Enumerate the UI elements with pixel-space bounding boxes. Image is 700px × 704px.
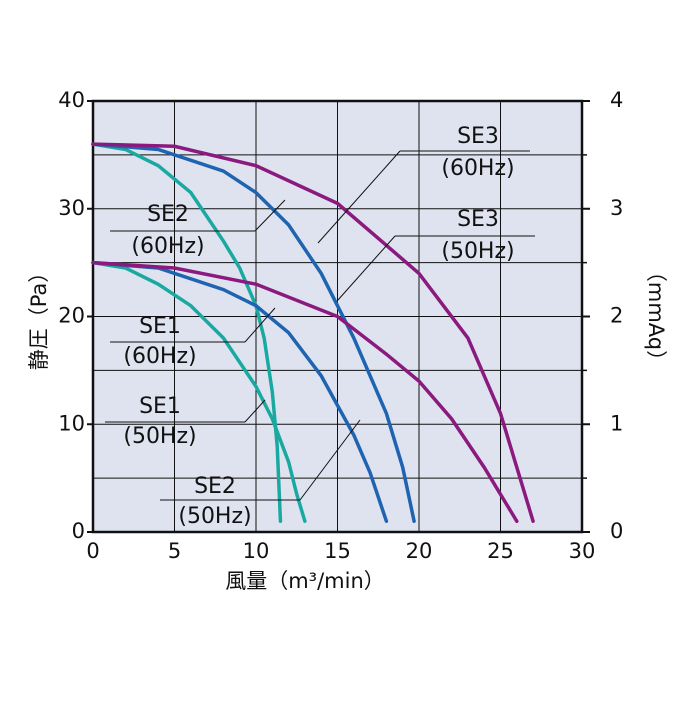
series-label: SE1	[139, 394, 181, 419]
series-label-freq: (50Hz)	[178, 504, 251, 529]
y-tick-label: 0	[72, 519, 85, 543]
series-label: SE2	[194, 474, 236, 499]
y-tick-label: 10	[58, 411, 85, 435]
series-label: SE1	[139, 314, 181, 339]
y-axis-label: 静圧（Pa）	[27, 262, 51, 371]
series-label: SE3	[457, 207, 499, 232]
curve	[91, 142, 535, 523]
curve	[91, 260, 519, 523]
leader-line	[244, 307, 276, 343]
x-tick-label: 30	[569, 539, 596, 563]
x-tick-label: 5	[168, 539, 181, 563]
y2-tick-label: 2	[610, 304, 623, 328]
curve	[91, 142, 416, 523]
x-tick-label: 20	[406, 539, 433, 563]
leader-line	[254, 199, 286, 232]
series-label-freq: (60Hz)	[131, 234, 204, 259]
series-label: SE3	[457, 124, 499, 149]
y-tick-label: 20	[58, 304, 85, 328]
leader-line	[299, 419, 361, 501]
x-tick-label: 10	[243, 539, 270, 563]
y-tick-label: 40	[58, 88, 85, 112]
x-axis-label: 風量（m³/min）	[225, 569, 385, 593]
y2-tick-label: 0	[610, 519, 623, 543]
leader-line	[337, 235, 396, 301]
series-label-freq: (50Hz)	[441, 239, 514, 264]
y-tick-label: 30	[58, 196, 85, 220]
curve	[91, 142, 283, 523]
plot-frame	[91, 99, 584, 534]
curve	[91, 260, 389, 523]
series-label: SE2	[147, 202, 189, 227]
y2-tick-label: 3	[610, 196, 623, 220]
curve	[91, 260, 307, 523]
y2-tick-label: 1	[610, 411, 623, 435]
x-tick-label: 0	[86, 539, 99, 563]
series-label-freq: (60Hz)	[123, 344, 196, 369]
x-tick-label: 15	[324, 539, 351, 563]
series-label-freq: (60Hz)	[441, 156, 514, 181]
series-label-freq: (50Hz)	[123, 424, 196, 449]
y2-axis-label: （mmAq）	[644, 261, 668, 371]
y2-tick-label: 4	[610, 88, 623, 112]
leader-line	[244, 399, 266, 423]
x-tick-label: 25	[487, 539, 514, 563]
leader-line	[317, 150, 401, 244]
